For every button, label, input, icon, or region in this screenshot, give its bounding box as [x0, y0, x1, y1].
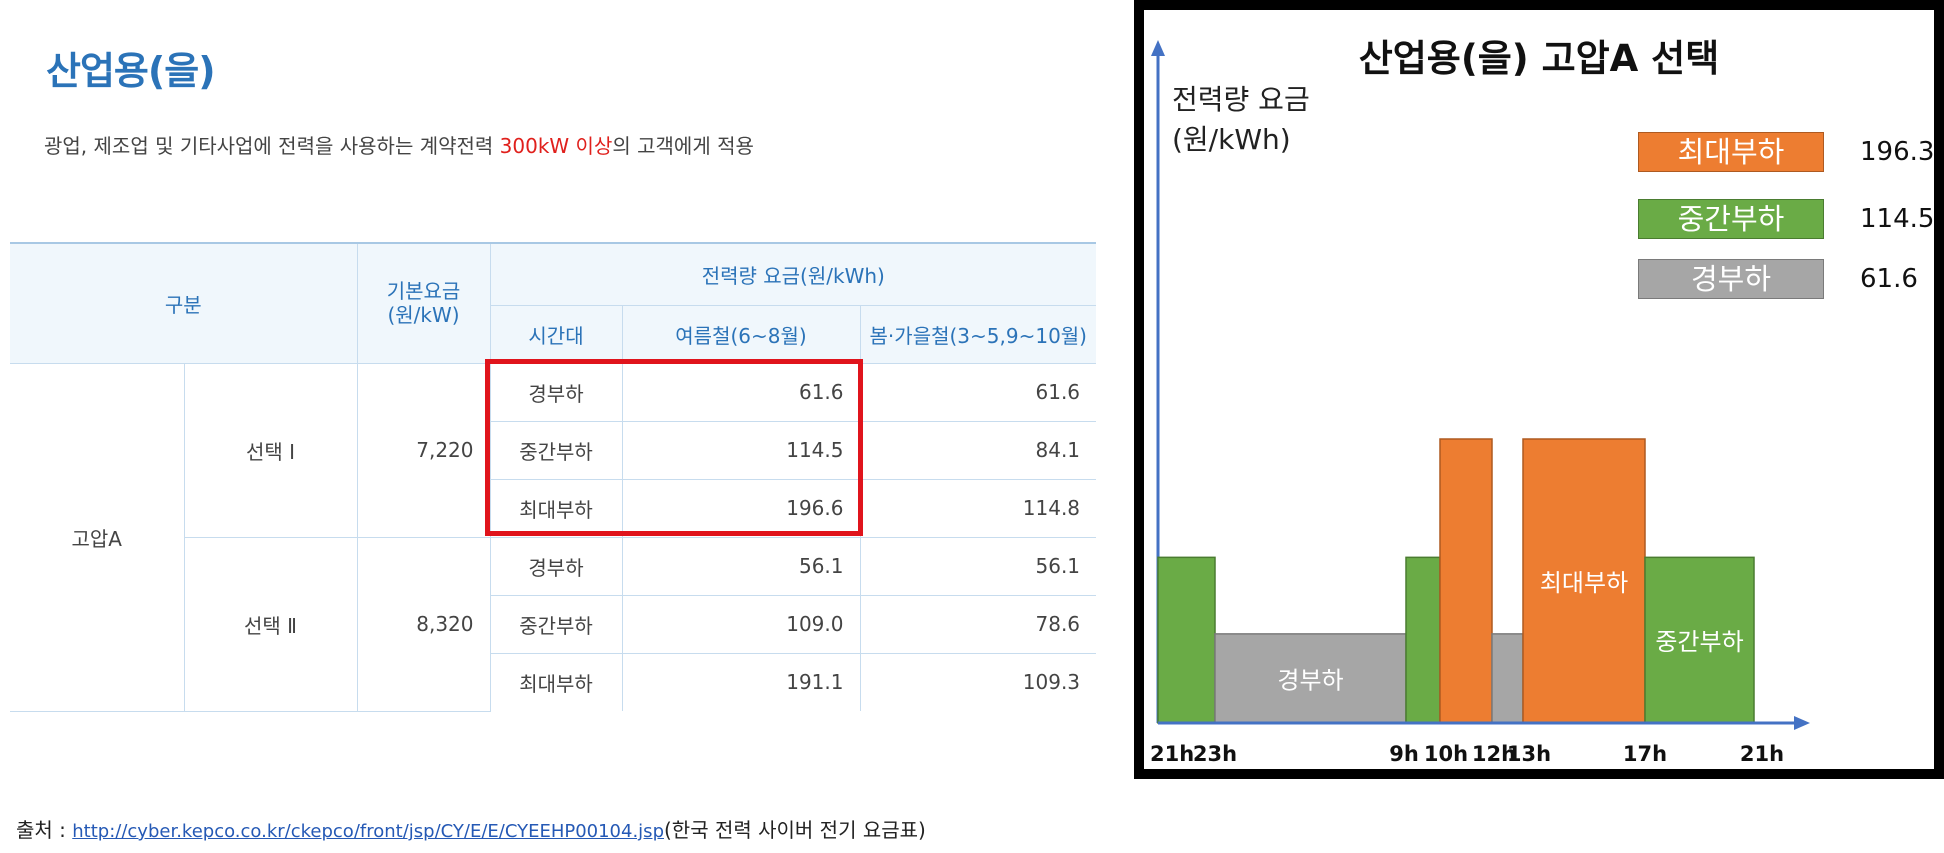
header-basic-fee: 기본요금 (원/kW)	[356, 242, 491, 364]
time-band: 최대부하	[490, 652, 623, 711]
summer-rate: 61.6	[621, 362, 861, 422]
option-name: 선택 Ⅰ	[183, 362, 358, 538]
basic-fee: 8,320	[356, 536, 491, 712]
time-band: 경부하	[489, 536, 623, 596]
description-pre: 광업, 제조업 및 기타사업에 전력을 사용하는 계약전력	[44, 134, 500, 158]
table-row: 최대부하 191.1 109.3	[10, 652, 1097, 711]
spring-fall-rate: 78.6	[859, 594, 1097, 654]
bar-peak	[1522, 438, 1646, 724]
spring-fall-rate: 114.8	[859, 478, 1097, 538]
summer-rate: 196.6	[621, 478, 861, 538]
option-name: 선택 Ⅱ	[184, 536, 358, 712]
time-band: 최대부하	[490, 478, 623, 538]
legend-value: 61.6	[1860, 264, 1918, 294]
description-highlight: 300kW 이상	[499, 134, 613, 158]
spring-fall-rate: 61.6	[859, 362, 1097, 422]
time-band: 경부하	[489, 362, 623, 422]
page-title: 산업용(을)	[46, 49, 216, 93]
legend-swatch: 최대부하	[1638, 132, 1824, 172]
legend-swatch: 경부하	[1638, 259, 1824, 299]
x-axis-arrow	[1794, 716, 1810, 730]
header-energy-fee: 전력량 요금(원/kWh)	[489, 242, 1097, 306]
table-row: 중간부하 114.5 84.1	[10, 420, 1097, 480]
x-tick-label: 17h	[1623, 742, 1667, 766]
summer-rate: 109.0	[621, 594, 861, 654]
basic-fee: 7,220	[356, 362, 491, 538]
spring-fall-rate: 56.1	[859, 536, 1097, 596]
bar-label: 중간부하	[1655, 628, 1743, 656]
header-category: 구분	[10, 242, 358, 364]
time-band: 중간부하	[490, 594, 623, 654]
x-tick-label: 10h	[1424, 742, 1468, 766]
source-line: 출처 : http://cyber.kepco.co.kr/ckepco/fro…	[16, 814, 926, 843]
bar-light	[1491, 633, 1524, 724]
spring-fall-rate: 109.3	[859, 652, 1097, 711]
table-row: 선택 Ⅱ 8,320 경부하 56.1 56.1	[10, 536, 1097, 712]
description-post: 의 고객에게 적용	[612, 134, 754, 158]
x-tick-label: 21h	[1740, 742, 1784, 766]
x-tick-label: 13h	[1507, 742, 1551, 766]
time-band: 중간부하	[490, 420, 623, 480]
table-row: 중간부하 109.0 78.6	[10, 594, 1097, 654]
chart-title: 산업용(을) 고압A 선택	[1358, 37, 1720, 80]
chart-panel: 경부하 최대부하 중간부하 21h 23h 9h 10h 12h 13h 17h 21h 산업용(을…	[1144, 10, 1934, 769]
source-suffix: (한국 전력 사이버 전기 요금표)	[664, 818, 926, 842]
table-row: 고압A 선택 Ⅰ 7,220 경부하 61.6 61.6	[10, 362, 1097, 712]
y-axis-label: 전력량 요금 (원/kWh)	[1172, 83, 1310, 156]
summer-rate: 191.1	[621, 652, 861, 711]
x-tick-label: 12h	[1472, 742, 1516, 766]
legend-value: 114.5	[1860, 204, 1935, 234]
x-tick-label: 9h	[1389, 742, 1419, 766]
chart-frame: 경부하 최대부하 중간부하 21h 23h 9h 10h 12h 13h 17h 21h 산업용(을…	[1134, 0, 1944, 779]
table-row: 최대부하 196.6 114.8	[10, 478, 1097, 538]
rate-table: 구분 기본요금 (원/kW) 전력량 요금(원/kWh) 시간대 여름철(6~8…	[10, 242, 1097, 712]
source-label: 출처 :	[16, 818, 73, 842]
header-time-band: 시간대	[490, 304, 623, 364]
bar-mid	[1405, 556, 1441, 724]
bar-mid	[1157, 556, 1216, 724]
voltage-cell: 고압A	[10, 362, 185, 712]
bar-label: 최대부하	[1540, 569, 1628, 597]
source-link[interactable]: http://cyber.kepco.co.kr/ckepco/front/js…	[72, 821, 664, 842]
description: 광업, 제조업 및 기타사업에 전력을 사용하는 계약전력 300kW 이상의 …	[44, 130, 754, 159]
spring-fall-rate: 84.1	[859, 420, 1097, 480]
header-summer: 여름철(6~8월)	[621, 304, 861, 364]
header-spring-fall: 봄·가을철(3~5,9~10월)	[859, 304, 1097, 364]
legend-value: 196.3	[1860, 137, 1935, 167]
bar-mid	[1644, 556, 1755, 724]
summer-rate: 56.1	[621, 536, 861, 596]
y-axis-arrow	[1151, 40, 1165, 56]
bar-label: 경부하	[1277, 666, 1343, 694]
summer-rate: 114.5	[621, 420, 861, 480]
x-tick-label: 21h	[1150, 742, 1194, 766]
x-tick-label: 23h	[1193, 742, 1237, 766]
legend-swatch: 중간부하	[1638, 199, 1824, 239]
bar-peak	[1439, 438, 1493, 724]
